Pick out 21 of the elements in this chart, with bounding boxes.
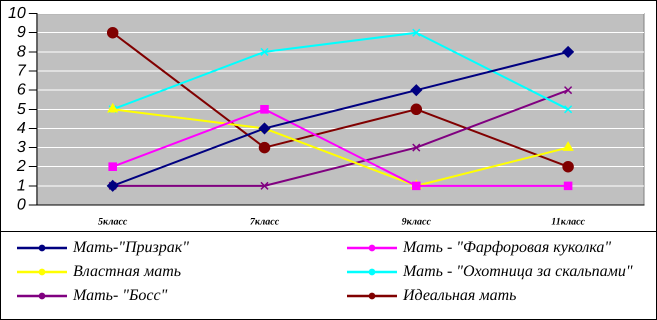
y-tick-label: 0 — [16, 196, 26, 214]
y-tick-label: 5 — [16, 100, 26, 118]
y-tick-label: 9 — [16, 24, 26, 42]
y-tick-label: 2 — [16, 158, 26, 176]
x-tick-label: 9класс — [402, 216, 432, 228]
y-tick-label: 4 — [16, 120, 26, 137]
legend-label: Властная мать — [73, 262, 182, 282]
legend-label: Мать - "Охотница за скальпами" — [403, 262, 633, 282]
y-tick-label: 8 — [16, 43, 26, 60]
y-tick-label: 6 — [16, 82, 26, 99]
y-tick-label: 3 — [16, 139, 26, 156]
y-tick-label: 7 — [16, 62, 27, 80]
legend-label: Мать-"Призрак" — [73, 238, 189, 258]
y-tick-label: 10 — [8, 5, 26, 22]
y-tick-label: 1 — [16, 177, 26, 194]
x-tick-label: 7класс — [250, 216, 280, 228]
x-tick-label: 11класс — [551, 216, 586, 228]
legend-label: Мать - "Фарфоровая куколка" — [403, 238, 612, 258]
legend-label: Мать- "Босс" — [73, 286, 168, 306]
legend-label: Идеальная мать — [403, 286, 516, 306]
x-tick-label: 5класс — [98, 216, 128, 228]
